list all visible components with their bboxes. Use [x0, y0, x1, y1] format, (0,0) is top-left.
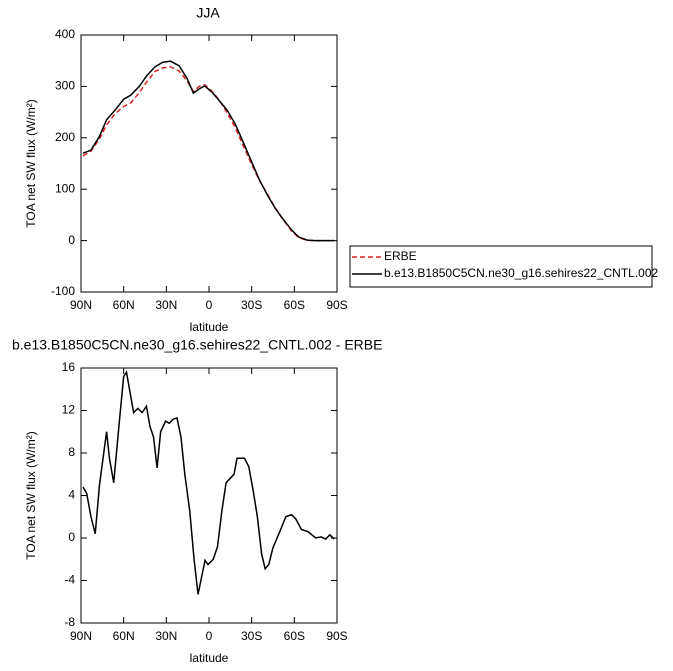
data-line — [82, 60, 335, 242]
x-tick-label: 60S — [284, 298, 305, 312]
y-tick-label: 100 — [55, 181, 75, 195]
y-tick-label: 0 — [68, 233, 75, 247]
x-tick-label: 30S — [241, 298, 262, 312]
x-tick-label: 30N — [155, 629, 177, 643]
y-axis-label: TOA net SW flux (W/m²) — [24, 99, 38, 227]
y-tick-label: 300 — [55, 79, 75, 93]
data-line — [82, 66, 335, 242]
plot-frame — [80, 34, 338, 293]
x-tick-label: 90S — [326, 298, 347, 312]
x-axis-label: latitude — [190, 320, 229, 334]
x-axis-label: latitude — [190, 651, 229, 665]
y-tick-label: 16 — [62, 360, 76, 374]
x-tick-label: 0 — [206, 629, 213, 643]
y-tick-label: 0 — [68, 530, 75, 544]
y-tick-label: 400 — [55, 27, 75, 41]
y-tick-label: 12 — [62, 403, 76, 417]
chart-title: b.e13.B1850C5CN.ne30_g16.sehires22_CNTL.… — [12, 337, 382, 353]
y-tick-label: -8 — [64, 615, 75, 629]
legend-box — [349, 245, 653, 288]
x-tick-label: 90S — [326, 629, 347, 643]
y-tick-label: 8 — [68, 445, 75, 459]
y-tick-label: 200 — [55, 130, 75, 144]
x-tick-label: 60S — [284, 629, 305, 643]
x-tick-label: 30N — [155, 298, 177, 312]
chart-title: JJA — [196, 5, 220, 21]
legend-label: b.e13.B1850C5CN.ne30_g16.sehires22_CNTL.… — [384, 266, 659, 280]
y-tick-label: 4 — [68, 488, 75, 502]
x-tick-label: 60N — [113, 298, 135, 312]
x-tick-label: 0 — [206, 298, 213, 312]
x-tick-label: 90N — [70, 629, 92, 643]
x-tick-label: 60N — [113, 629, 135, 643]
plot-frame — [80, 367, 338, 624]
x-tick-label: 90N — [70, 298, 92, 312]
legend-label: ERBE — [384, 249, 417, 263]
data-line — [82, 370, 335, 595]
y-tick-label: -100 — [51, 284, 75, 298]
x-tick-label: 30S — [241, 629, 262, 643]
y-tick-label: -4 — [64, 573, 75, 587]
y-axis-label: TOA net SW flux (W/m²) — [24, 431, 38, 559]
